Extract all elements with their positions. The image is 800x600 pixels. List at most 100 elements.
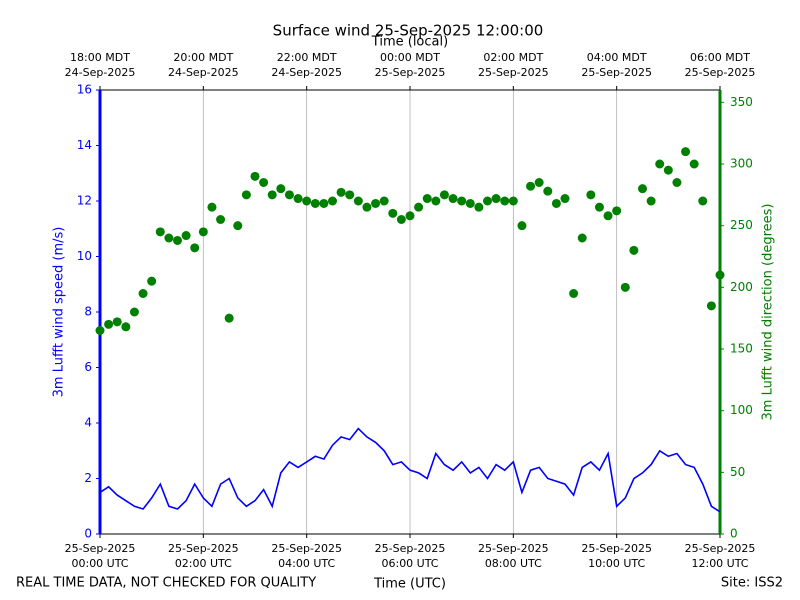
y2-tick-label: 300 xyxy=(730,157,753,171)
y2-tick-label: 350 xyxy=(730,95,753,109)
x-tick-label: 06:00 UTC xyxy=(381,557,438,570)
marker xyxy=(284,190,294,200)
marker xyxy=(233,221,243,231)
marker xyxy=(328,196,337,206)
marker xyxy=(448,194,458,204)
x-tick-label: 25-Sep-2025 xyxy=(581,542,652,555)
x2-tick-label: 25-Sep-2025 xyxy=(685,66,756,79)
x-tick-label: 04:00 UTC xyxy=(278,557,335,570)
x2-tick-label: 24-Sep-2025 xyxy=(271,66,342,79)
marker xyxy=(517,221,527,231)
marker xyxy=(147,276,157,286)
marker xyxy=(414,202,424,212)
marker xyxy=(95,326,105,335)
y-tick-label: 12 xyxy=(77,194,92,208)
marker xyxy=(267,190,277,200)
marker xyxy=(396,215,406,224)
x-tick-label: 02:00 UTC xyxy=(175,557,232,570)
x-tick-label: 00:00 UTC xyxy=(71,557,128,570)
marker xyxy=(138,289,148,298)
x2-tick-label: 24-Sep-2025 xyxy=(65,66,136,79)
marker xyxy=(388,208,398,218)
marker xyxy=(526,181,536,191)
y2-axis-label: 3m Lufft wind direction (degrees) xyxy=(761,204,776,421)
marker xyxy=(293,194,303,204)
marker xyxy=(224,313,234,323)
y-axis-label: 3m Lufft wind speed (m/s) xyxy=(52,227,67,398)
marker xyxy=(577,233,587,243)
y-tick-label: 0 xyxy=(84,527,92,541)
line xyxy=(99,427,721,513)
marker xyxy=(543,186,553,196)
y-tick-label: 8 xyxy=(84,305,92,319)
marker xyxy=(465,198,475,208)
marker xyxy=(207,202,217,212)
marker xyxy=(405,211,415,221)
x2-tick-label: 22:00 MDT xyxy=(277,51,337,64)
marker xyxy=(190,243,200,253)
x2-tick-label: 24-Sep-2025 xyxy=(168,66,239,79)
marker xyxy=(629,245,639,255)
marker xyxy=(362,202,372,212)
marker xyxy=(698,196,708,206)
x2-tick-label: 06:00 MDT xyxy=(690,51,750,64)
marker xyxy=(551,198,561,208)
y2-tick-label: 250 xyxy=(730,218,753,232)
x2-tick-label: 20:00 MDT xyxy=(173,51,233,64)
x-axis-label: Time (UTC) xyxy=(373,577,446,592)
y-tick-label: 10 xyxy=(77,249,92,263)
x2-tick-label: 25-Sep-2025 xyxy=(478,66,549,79)
x-tick-label: 12:00 UTC xyxy=(691,557,748,570)
marker xyxy=(500,196,510,206)
marker xyxy=(250,171,260,181)
marker xyxy=(620,282,630,292)
marker xyxy=(371,198,381,208)
marker xyxy=(104,319,114,329)
marker xyxy=(112,317,122,327)
marker xyxy=(439,190,449,200)
y-tick-label: 14 xyxy=(77,138,92,152)
x-tick-label: 25-Sep-2025 xyxy=(271,542,342,555)
marker xyxy=(422,194,432,204)
marker xyxy=(491,194,501,204)
x2-tick-label: 00:00 MDT xyxy=(380,51,440,64)
marker xyxy=(129,307,139,317)
x2-tick-label: 04:00 MDT xyxy=(587,51,647,64)
marker xyxy=(155,227,165,237)
y2-tick-label: 0 xyxy=(730,527,738,541)
x2-tick-label: 25-Sep-2025 xyxy=(375,66,446,79)
annotation: Site: ISS2 xyxy=(721,576,783,591)
marker xyxy=(603,211,613,221)
chart-title: Surface wind 25-Sep-2025 12:00:00 xyxy=(273,22,544,40)
marker xyxy=(655,159,665,169)
marker xyxy=(173,235,182,245)
marker xyxy=(431,196,441,206)
marker xyxy=(646,196,656,206)
marker xyxy=(198,227,208,237)
marker xyxy=(181,231,191,241)
y-tick-label: 16 xyxy=(77,83,92,97)
marker xyxy=(216,215,226,224)
x-tick-label: 08:00 UTC xyxy=(485,557,542,570)
annotation: REAL TIME DATA, NOT CHECKED FOR QUALITY xyxy=(16,576,316,591)
marker xyxy=(534,178,544,187)
marker xyxy=(164,233,174,243)
marker xyxy=(457,196,467,206)
y2-tick-label: 200 xyxy=(730,280,753,294)
marker xyxy=(319,198,329,208)
marker xyxy=(706,301,716,311)
marker xyxy=(241,190,251,200)
marker xyxy=(474,202,484,212)
x-tick-label: 10:00 UTC xyxy=(588,557,645,570)
marker xyxy=(345,190,355,200)
marker xyxy=(569,289,579,298)
marker xyxy=(594,202,604,212)
marker xyxy=(310,198,320,208)
x-tick-label: 25-Sep-2025 xyxy=(168,542,239,555)
marker xyxy=(121,322,131,332)
marker xyxy=(681,147,691,157)
marker xyxy=(276,184,286,194)
marker xyxy=(302,196,312,206)
marker xyxy=(483,196,492,206)
marker xyxy=(638,184,647,194)
